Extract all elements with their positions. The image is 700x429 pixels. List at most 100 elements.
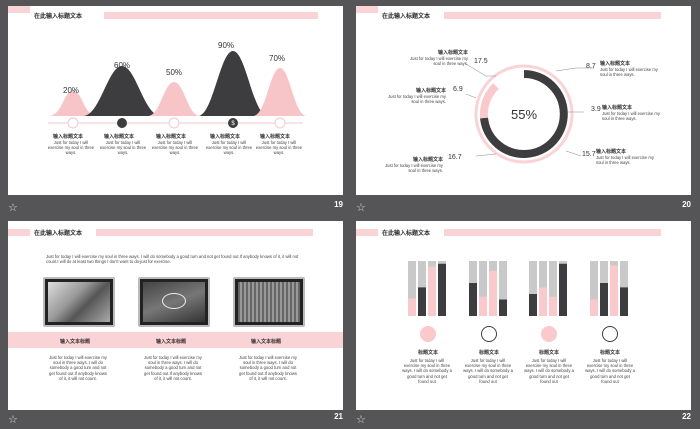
label-head-3: 输入标题文本: [413, 157, 444, 163]
slide-title: 在此输入标题文本: [382, 231, 431, 237]
col-body-2: Just for today I will exercise my soul i…: [144, 355, 202, 381]
slide-number: 22: [682, 412, 691, 421]
bar-track: [499, 261, 507, 316]
item-head-5: 输入标题文本: [260, 134, 291, 140]
item-head-3: 输入标题文本: [156, 134, 187, 140]
bar-fill: [408, 298, 416, 316]
bar-fill: [590, 299, 598, 316]
intro-text: Just for today I will exercise my soul i…: [46, 254, 299, 265]
value-bot-right: 15.7: [582, 151, 596, 158]
label-body-2: Just for today I will exercise my soul i…: [388, 94, 446, 105]
item-body-5: Just for today I will exercise my soul i…: [255, 140, 303, 156]
peak-pct-4: 90%: [218, 41, 235, 50]
marker-3: [168, 117, 180, 129]
slide-21[interactable]: 在此输入标题文本 Just for today I will exercise …: [8, 221, 343, 410]
peak-pct-3: 50%: [166, 68, 183, 77]
bar-fill: [469, 283, 477, 316]
bar-fill: [549, 296, 557, 316]
bar-fill: [428, 266, 436, 316]
bar-fill: [489, 270, 497, 316]
col-head-1: 输入文本标题: [60, 339, 91, 345]
group-head-1: 标题文本: [418, 350, 439, 356]
donut-pink-arc: [479, 83, 499, 119]
label-head-6: 输入标题文本: [596, 149, 627, 155]
slide-number: 19: [334, 200, 343, 209]
group-body-4: Just for today I will exercise my soul i…: [585, 358, 635, 384]
group-body-3: Just for today I will exercise my soul i…: [524, 358, 574, 384]
footer-21: ☆ 21: [8, 412, 343, 428]
donut-chart: [465, 63, 594, 164]
bar-fill: [620, 287, 628, 316]
bar-fill: [610, 265, 618, 316]
label-head-5: 输入标题文本: [602, 105, 633, 111]
star-icon: ☆: [8, 414, 18, 426]
laptop-image-earphones: [138, 277, 210, 327]
bar-track: [408, 261, 416, 316]
group-icon-1: [420, 326, 436, 342]
marker-4: [228, 118, 238, 128]
bar-fill: [600, 283, 608, 316]
group-head-2: 标题文本: [479, 350, 500, 356]
value-top-left: 17.5: [474, 58, 488, 65]
footer-19: ☆ 19: [8, 200, 343, 216]
marker-1: [67, 117, 79, 129]
peak-2: [83, 66, 161, 116]
footer-20: ☆ 20: [356, 200, 691, 216]
group-icon-2: [481, 326, 497, 342]
peak-pct-1: 20%: [63, 86, 80, 95]
marker-2: [117, 118, 127, 128]
item-body-4: Just for today I will exercise my soul i…: [205, 140, 253, 156]
header-accent: [356, 229, 378, 236]
col-head-2: 输入文本标题: [156, 339, 187, 345]
peak-chart: $: [48, 51, 307, 129]
bar-fill: [438, 263, 446, 316]
donut-center-value: 55%: [511, 107, 538, 122]
slide-number: 21: [334, 412, 343, 421]
label-head-1: 输入标题文本: [438, 50, 469, 56]
laptop-image-calculator: [43, 277, 115, 327]
header-accent: [8, 6, 30, 13]
bar-fill: [479, 296, 487, 316]
header-bar: [104, 12, 318, 19]
footer-22: ☆ 22: [356, 412, 691, 428]
dollar-icon: $: [231, 121, 235, 127]
group-head-3: 标题文本: [539, 350, 560, 356]
group-body-1: Just for today I will exercise my soul i…: [402, 358, 452, 384]
value-bot-left: 16.7: [448, 154, 462, 161]
group-icon-3: [541, 326, 557, 342]
item-head-1: 输入标题文本: [53, 134, 84, 140]
label-body-4: Just for today I will exercise my soul i…: [600, 67, 658, 78]
label-head-4: 输入标题文本: [600, 61, 631, 67]
star-icon: ☆: [8, 202, 18, 214]
star-icon: ☆: [356, 414, 366, 426]
slide-19[interactable]: 在此输入标题文本 $ 20% 60% 50% 90% 70% 输入标题文本 Ju…: [8, 6, 343, 195]
bar-track: [479, 261, 487, 316]
peak-3: [148, 82, 200, 116]
slide-22[interactable]: 在此输入标题文本 标题文本 标题文本 标题文本 标题文本 Just for to…: [356, 221, 691, 410]
item-body-2: Just for today I will exercise my soul i…: [99, 140, 147, 156]
slide-20[interactable]: 在此输入标题文本 55% 17.5 6.9 16.7 8.7 3.9 15.7 …: [356, 6, 691, 195]
label-body-6: Just for today I will exercise my soul i…: [596, 155, 654, 166]
item-body-3: Just for today I will exercise my soul i…: [151, 140, 199, 156]
header-bar: [444, 12, 661, 19]
value-top-right: 8.7: [586, 63, 596, 70]
pink-band: [8, 332, 343, 348]
peak-5: [253, 68, 307, 116]
bar-track: [590, 261, 598, 316]
col-head-3: 输入文本标题: [251, 339, 282, 345]
group-body-2: Just for today I will exercise my soul i…: [463, 358, 513, 384]
col-body-3: Just for today I will exercise my soul i…: [239, 355, 297, 381]
slide-number: 20: [682, 200, 691, 209]
item-head-4: 输入标题文本: [210, 134, 241, 140]
label-body-1: Just for today I will exercise my soul i…: [410, 56, 468, 67]
label-body-3: Just for today I will exercise my soul i…: [385, 163, 443, 174]
bar-fill: [499, 299, 507, 316]
slide-title: 在此输入标题文本: [382, 14, 431, 20]
bar-fill: [559, 263, 567, 316]
item-head-2: 输入标题文本: [104, 134, 135, 140]
peak-pct-2: 60%: [114, 61, 131, 70]
value-mid-left: 6.9: [453, 86, 463, 93]
bar-track: [549, 261, 557, 316]
col-body-1: Just for today I will exercise my soul i…: [49, 355, 107, 381]
slide-title: 在此输入标题文本: [34, 231, 83, 237]
